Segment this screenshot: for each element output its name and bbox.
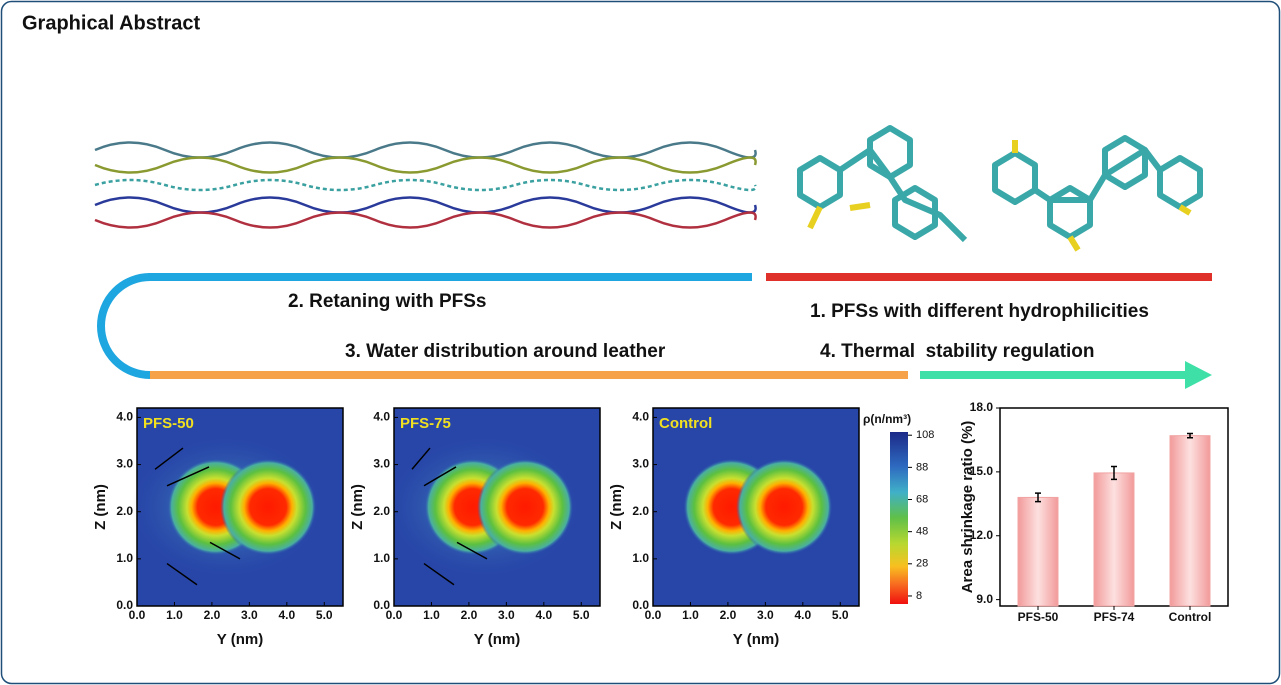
y-tick-label: 3.0 — [116, 457, 133, 471]
y-tick-label: 18.0 — [970, 400, 994, 414]
panel-label: PFS-75 — [400, 415, 451, 432]
colorbar-title: ρ(n/nm³) — [863, 412, 911, 426]
x-tick-label: 3.0 — [757, 608, 774, 622]
step-label: 2. Retaning with PFSs — [288, 291, 486, 312]
bar — [1018, 497, 1058, 606]
y-tick-label: 1.0 — [632, 551, 649, 565]
colorbar-tick-label: 48 — [916, 526, 928, 538]
x-tick-label: 2.0 — [204, 608, 221, 622]
y-tick-label: 4.0 — [116, 410, 133, 424]
y-tick-label: 3.0 — [373, 457, 390, 471]
x-axis-label: Y (nm) — [217, 631, 263, 648]
x-tick-label: 1.0 — [682, 608, 699, 622]
x-tick-label: 5.0 — [316, 608, 333, 622]
x-tick-label: 4.0 — [278, 608, 295, 622]
x-tick-label: PFS-74 — [1094, 610, 1135, 624]
x-tick-label: Control — [1169, 610, 1212, 624]
panel-label: PFS-50 — [143, 415, 194, 432]
y-tick-label: 0.0 — [373, 598, 390, 612]
y-axis-label: Area shrinkage ratio (%) — [959, 421, 976, 594]
colorbar-tick-label: 28 — [916, 558, 928, 570]
x-tick-label: 4.0 — [794, 608, 811, 622]
y-tick-label: 4.0 — [373, 410, 390, 424]
graphical-abstract: Graphical Abstract 2. Retaning with PFSs… — [0, 0, 1281, 685]
y-tick-label: 4.0 — [632, 410, 649, 424]
bar — [1170, 436, 1210, 606]
panel-label: Control — [659, 415, 712, 432]
y-tick-label: 0.0 — [116, 598, 133, 612]
y-tick-label: 1.0 — [373, 551, 390, 565]
bar — [1094, 473, 1134, 606]
x-tick-label: 3.0 — [241, 608, 258, 622]
y-tick-label: 0.0 — [632, 598, 649, 612]
x-tick-label: 1.0 — [423, 608, 440, 622]
x-tick-label: 4.0 — [535, 608, 552, 622]
colorbar — [890, 432, 908, 604]
y-axis-label: Z (nm) — [349, 484, 366, 530]
x-tick-label: 1.0 — [166, 608, 183, 622]
density-blob — [220, 459, 316, 555]
step-label: 3. Water distribution around leather — [345, 341, 666, 362]
step-label: 1. PFSs with different hydrophilicities — [810, 301, 1149, 322]
x-axis-label: Y (nm) — [733, 631, 779, 648]
x-tick-label: 5.0 — [573, 608, 590, 622]
y-axis-label: Z (nm) — [92, 484, 109, 530]
colorbar-tick-label: 68 — [916, 493, 928, 505]
y-tick-label: 2.0 — [632, 504, 649, 518]
colorbar-tick-label: 108 — [916, 429, 934, 441]
y-axis-label: Z (nm) — [608, 484, 625, 530]
title: Graphical Abstract — [22, 12, 201, 34]
x-tick-label: PFS-50 — [1018, 610, 1059, 624]
density-blob — [736, 459, 832, 555]
step-label: 4. Thermal stability regulation — [820, 341, 1095, 362]
y-tick-label: 1.0 — [116, 551, 133, 565]
x-tick-label: 2.0 — [720, 608, 737, 622]
colorbar-tick-label: 8 — [916, 590, 922, 602]
y-tick-label: 2.0 — [116, 504, 133, 518]
y-tick-label: 3.0 — [632, 457, 649, 471]
x-tick-label: 3.0 — [498, 608, 515, 622]
colorbar-tick-label: 88 — [916, 461, 928, 473]
y-tick-label: 2.0 — [373, 504, 390, 518]
x-tick-label: 2.0 — [461, 608, 478, 622]
x-tick-label: 5.0 — [832, 608, 849, 622]
density-blob — [477, 459, 573, 555]
y-tick-label: 9.0 — [976, 592, 993, 606]
x-axis-label: Y (nm) — [474, 631, 520, 648]
